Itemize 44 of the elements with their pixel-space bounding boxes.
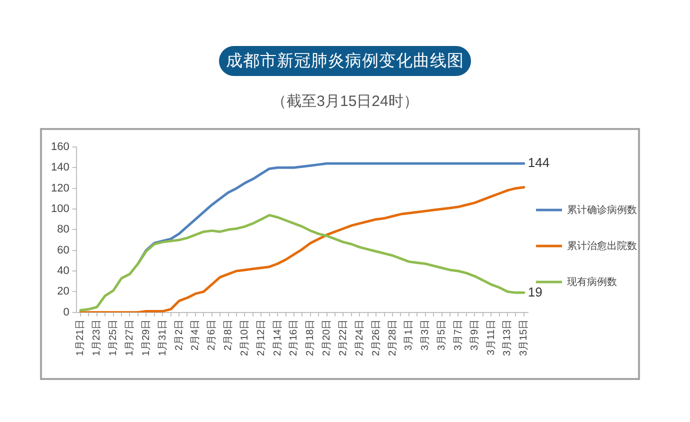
x-tick-label: 2月2日: [174, 319, 185, 350]
data-label: 144: [528, 155, 550, 170]
x-tick-label: 3月7日: [452, 319, 464, 350]
y-tick-label: 0: [63, 306, 70, 318]
x-tick-label: 1月27日: [124, 319, 136, 356]
x-tick-label: 1月29日: [140, 319, 152, 356]
x-tick-label: 2月4日: [190, 319, 202, 350]
x-tick-label: 2月24日: [354, 319, 366, 356]
legend-label: 现有病例数: [567, 276, 617, 288]
x-tick-label: 3月11日: [486, 319, 497, 356]
y-tick-label: 100: [50, 203, 70, 216]
x-tick-label: 3月9日: [469, 319, 480, 350]
x-tick-label: 3月13日: [502, 319, 514, 356]
x-tick-label: 2月14日: [272, 319, 284, 356]
data-label: 19: [528, 284, 542, 300]
chart-subtitle: （截至3月15日24时）: [270, 92, 420, 111]
x-tick-label: 2月10日: [239, 319, 250, 356]
x-tick-label: 2月28日: [387, 319, 398, 356]
x-tick-label: 2月8日: [223, 319, 234, 350]
x-tick-label: 2月16日: [288, 319, 300, 356]
x-tick-label: 2月22日: [338, 319, 349, 356]
x-tick-label: 2月26日: [370, 319, 382, 356]
y-tick-label: 160: [50, 141, 70, 154]
x-tick-label: 1月21日: [75, 319, 86, 356]
x-tick-label: 3月15日: [518, 319, 530, 356]
legend-label: 累计治愈出院数: [567, 240, 637, 252]
chart-title: 成都市新冠肺炎病例变化曲线图: [219, 46, 471, 76]
y-tick-label: 60: [57, 244, 70, 256]
x-tick-label: 2月6日: [206, 319, 218, 350]
x-tick-label: 2月18日: [305, 319, 316, 356]
y-tick-label: 120: [50, 182, 70, 194]
x-tick-label: 1月25日: [108, 319, 120, 356]
y-tick-label: 140: [50, 162, 70, 174]
x-tick-label: 3月3日: [420, 319, 432, 350]
x-tick-label: 1月31日: [157, 319, 168, 356]
x-tick-label: 3月1日: [404, 319, 415, 350]
y-tick-label: 80: [57, 224, 70, 236]
legend-label: 累计确诊病例数: [567, 204, 637, 216]
x-tick-label: 3月5日: [436, 319, 448, 350]
x-tick-label: 1月23日: [92, 319, 103, 356]
x-tick-label: 2月12日: [256, 319, 267, 356]
y-tick-label: 20: [57, 286, 70, 298]
x-tick-label: 2月20日: [322, 319, 333, 356]
y-tick-label: 40: [57, 265, 70, 278]
